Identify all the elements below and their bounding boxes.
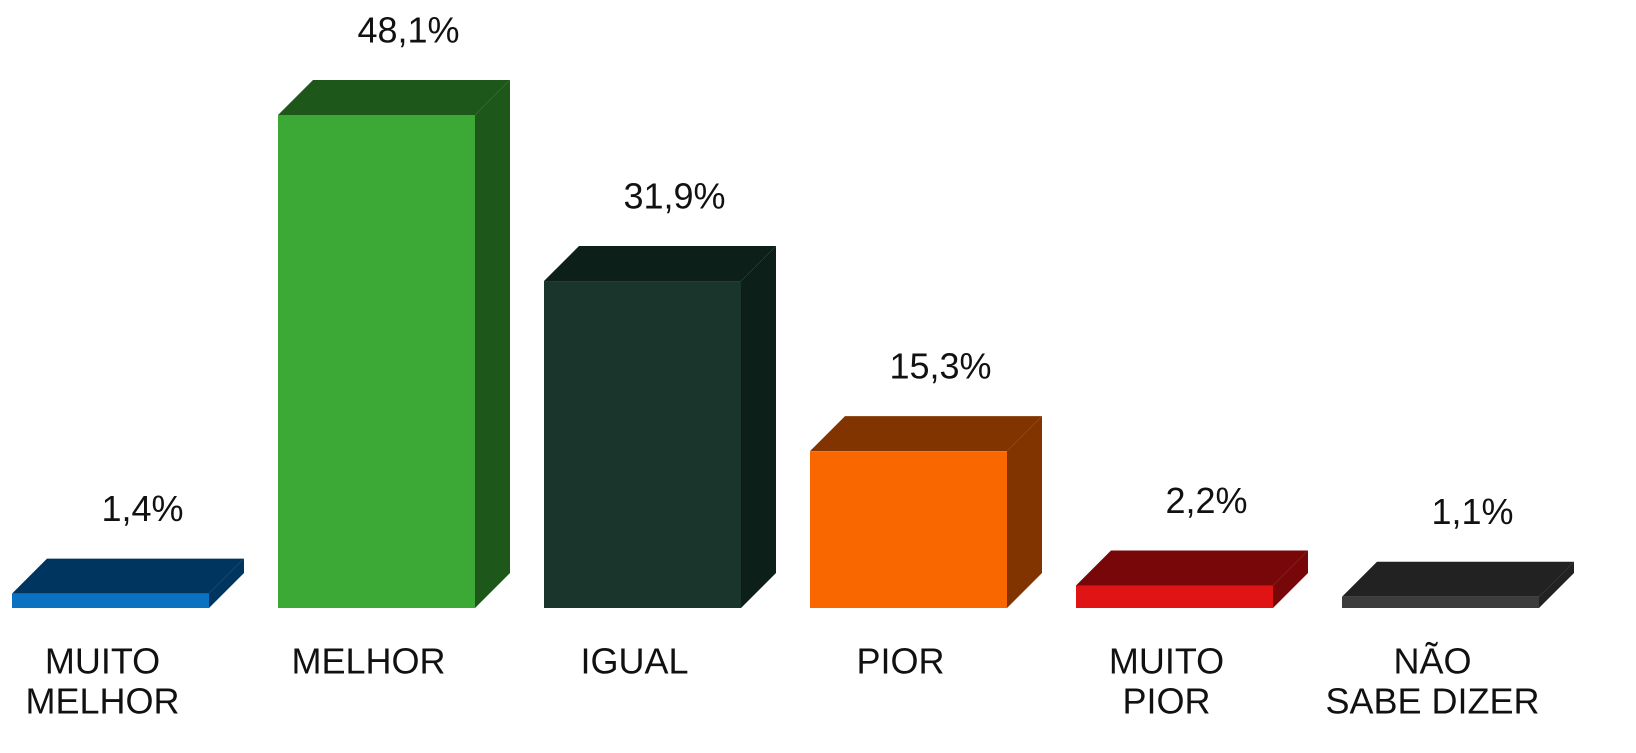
bar-top — [1076, 550, 1308, 586]
x-tick-label: NÃO — [1393, 641, 1471, 682]
value-label: 48,1% — [357, 10, 459, 51]
value-label: 1,4% — [101, 488, 183, 529]
bar — [544, 281, 741, 608]
bar-side — [741, 246, 776, 609]
bar — [1076, 585, 1273, 608]
bar — [278, 115, 475, 608]
bar-top — [1342, 561, 1574, 597]
bar-top — [544, 246, 776, 282]
x-tick-label: PIOR — [1122, 681, 1210, 722]
bar-side — [209, 558, 244, 608]
bar — [12, 593, 209, 608]
bar-side — [1539, 561, 1574, 608]
value-label: 2,2% — [1165, 480, 1247, 521]
bar-top — [278, 80, 510, 115]
value-label: 31,9% — [623, 176, 725, 217]
value-label: 15,3% — [889, 346, 991, 387]
bar-top — [12, 558, 244, 594]
x-tick-label: IGUAL — [580, 641, 688, 682]
bar-side — [475, 80, 510, 608]
x-tick-label: MUITO — [45, 641, 160, 682]
x-tick-label: MUITO — [1109, 641, 1224, 682]
bar-top — [810, 416, 1042, 452]
x-tick-label: SABE DIZER — [1325, 681, 1539, 722]
bar-side — [1273, 550, 1308, 608]
x-tick-label: PIOR — [856, 641, 944, 682]
x-tick-label: MELHOR — [25, 681, 179, 722]
bar — [810, 451, 1007, 608]
value-label: 1,1% — [1431, 491, 1513, 532]
bar — [1342, 596, 1539, 608]
x-tick-label: MELHOR — [291, 641, 445, 682]
bar-side — [1007, 416, 1042, 608]
